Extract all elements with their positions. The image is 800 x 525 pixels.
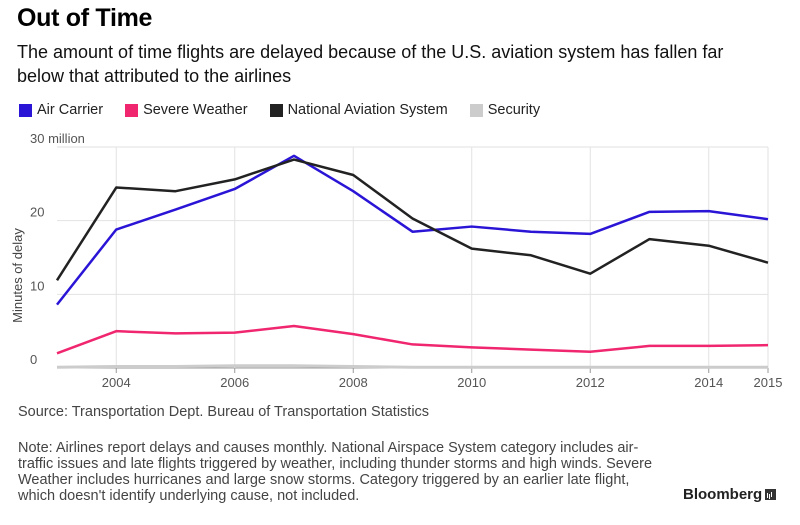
bloomberg-logo: Bloomberg	[683, 486, 777, 503]
y-axis-label: Minutes of delay	[10, 228, 25, 323]
chart-grid	[57, 146, 769, 373]
y-tick-label: 0	[30, 352, 37, 367]
series-line-national-aviation-system	[55, 158, 769, 282]
bloomberg-chart-icon	[765, 489, 777, 500]
legend-item-severe-weather: Severe Weather	[125, 102, 248, 118]
chart-legend: Air Carrier Severe Weather National Avia…	[19, 102, 562, 118]
legend-swatch-severe-weather	[125, 103, 139, 117]
line-chart: 0 10 20 30 million 2004 2006 2008 2010 2012 2014 2…	[10, 131, 782, 390]
x-tick-label: 2012	[576, 375, 605, 390]
legend-swatch-air-carrier	[19, 103, 32, 117]
x-tick-label: 2010	[457, 375, 486, 390]
legend-item-air-carrier: Air Carrier	[19, 102, 103, 118]
y-tick-label: 30 million	[30, 131, 85, 146]
chart-subtitle: The amount of time flights are delayed b…	[17, 42, 724, 86]
chart-tick-labels: 0 10 20 30 million 2004 2006 2008 2010 2012 2014 2…	[30, 131, 782, 390]
x-tick-label: 2006	[220, 375, 249, 390]
legend-label-security: Security	[487, 102, 541, 118]
source-note: Source: Transportation Dept. Bureau of T…	[18, 404, 430, 420]
x-tick-label: 2004	[102, 375, 131, 390]
brand-text: Bloomberg	[683, 486, 763, 503]
series-line-security	[56, 364, 768, 369]
x-tick-label: 2014	[694, 375, 723, 390]
y-tick-label: 20	[30, 205, 44, 220]
legend-item-national-aviation-system: National Aviation System	[269, 102, 448, 118]
chart-title: Out of Time	[17, 4, 153, 32]
legend-item-security: Security	[469, 102, 541, 118]
series-line-severe-weather	[56, 324, 769, 355]
legend-label-air-carrier: Air Carrier	[37, 102, 104, 118]
legend-label-severe-weather: Severe Weather	[143, 102, 248, 118]
y-tick-label: 10	[30, 278, 44, 293]
footnote: Note: Airlines report delays and causes …	[18, 440, 653, 504]
legend-swatch-security	[469, 103, 483, 117]
legend-swatch-national-aviation-system	[269, 103, 283, 117]
legend-label-national-aviation-system: National Aviation System	[287, 102, 448, 118]
chart-series	[55, 154, 769, 369]
x-tick-label: 2015	[754, 375, 783, 390]
series-line-air-carrier	[56, 154, 769, 306]
x-tick-label: 2008	[339, 375, 368, 390]
